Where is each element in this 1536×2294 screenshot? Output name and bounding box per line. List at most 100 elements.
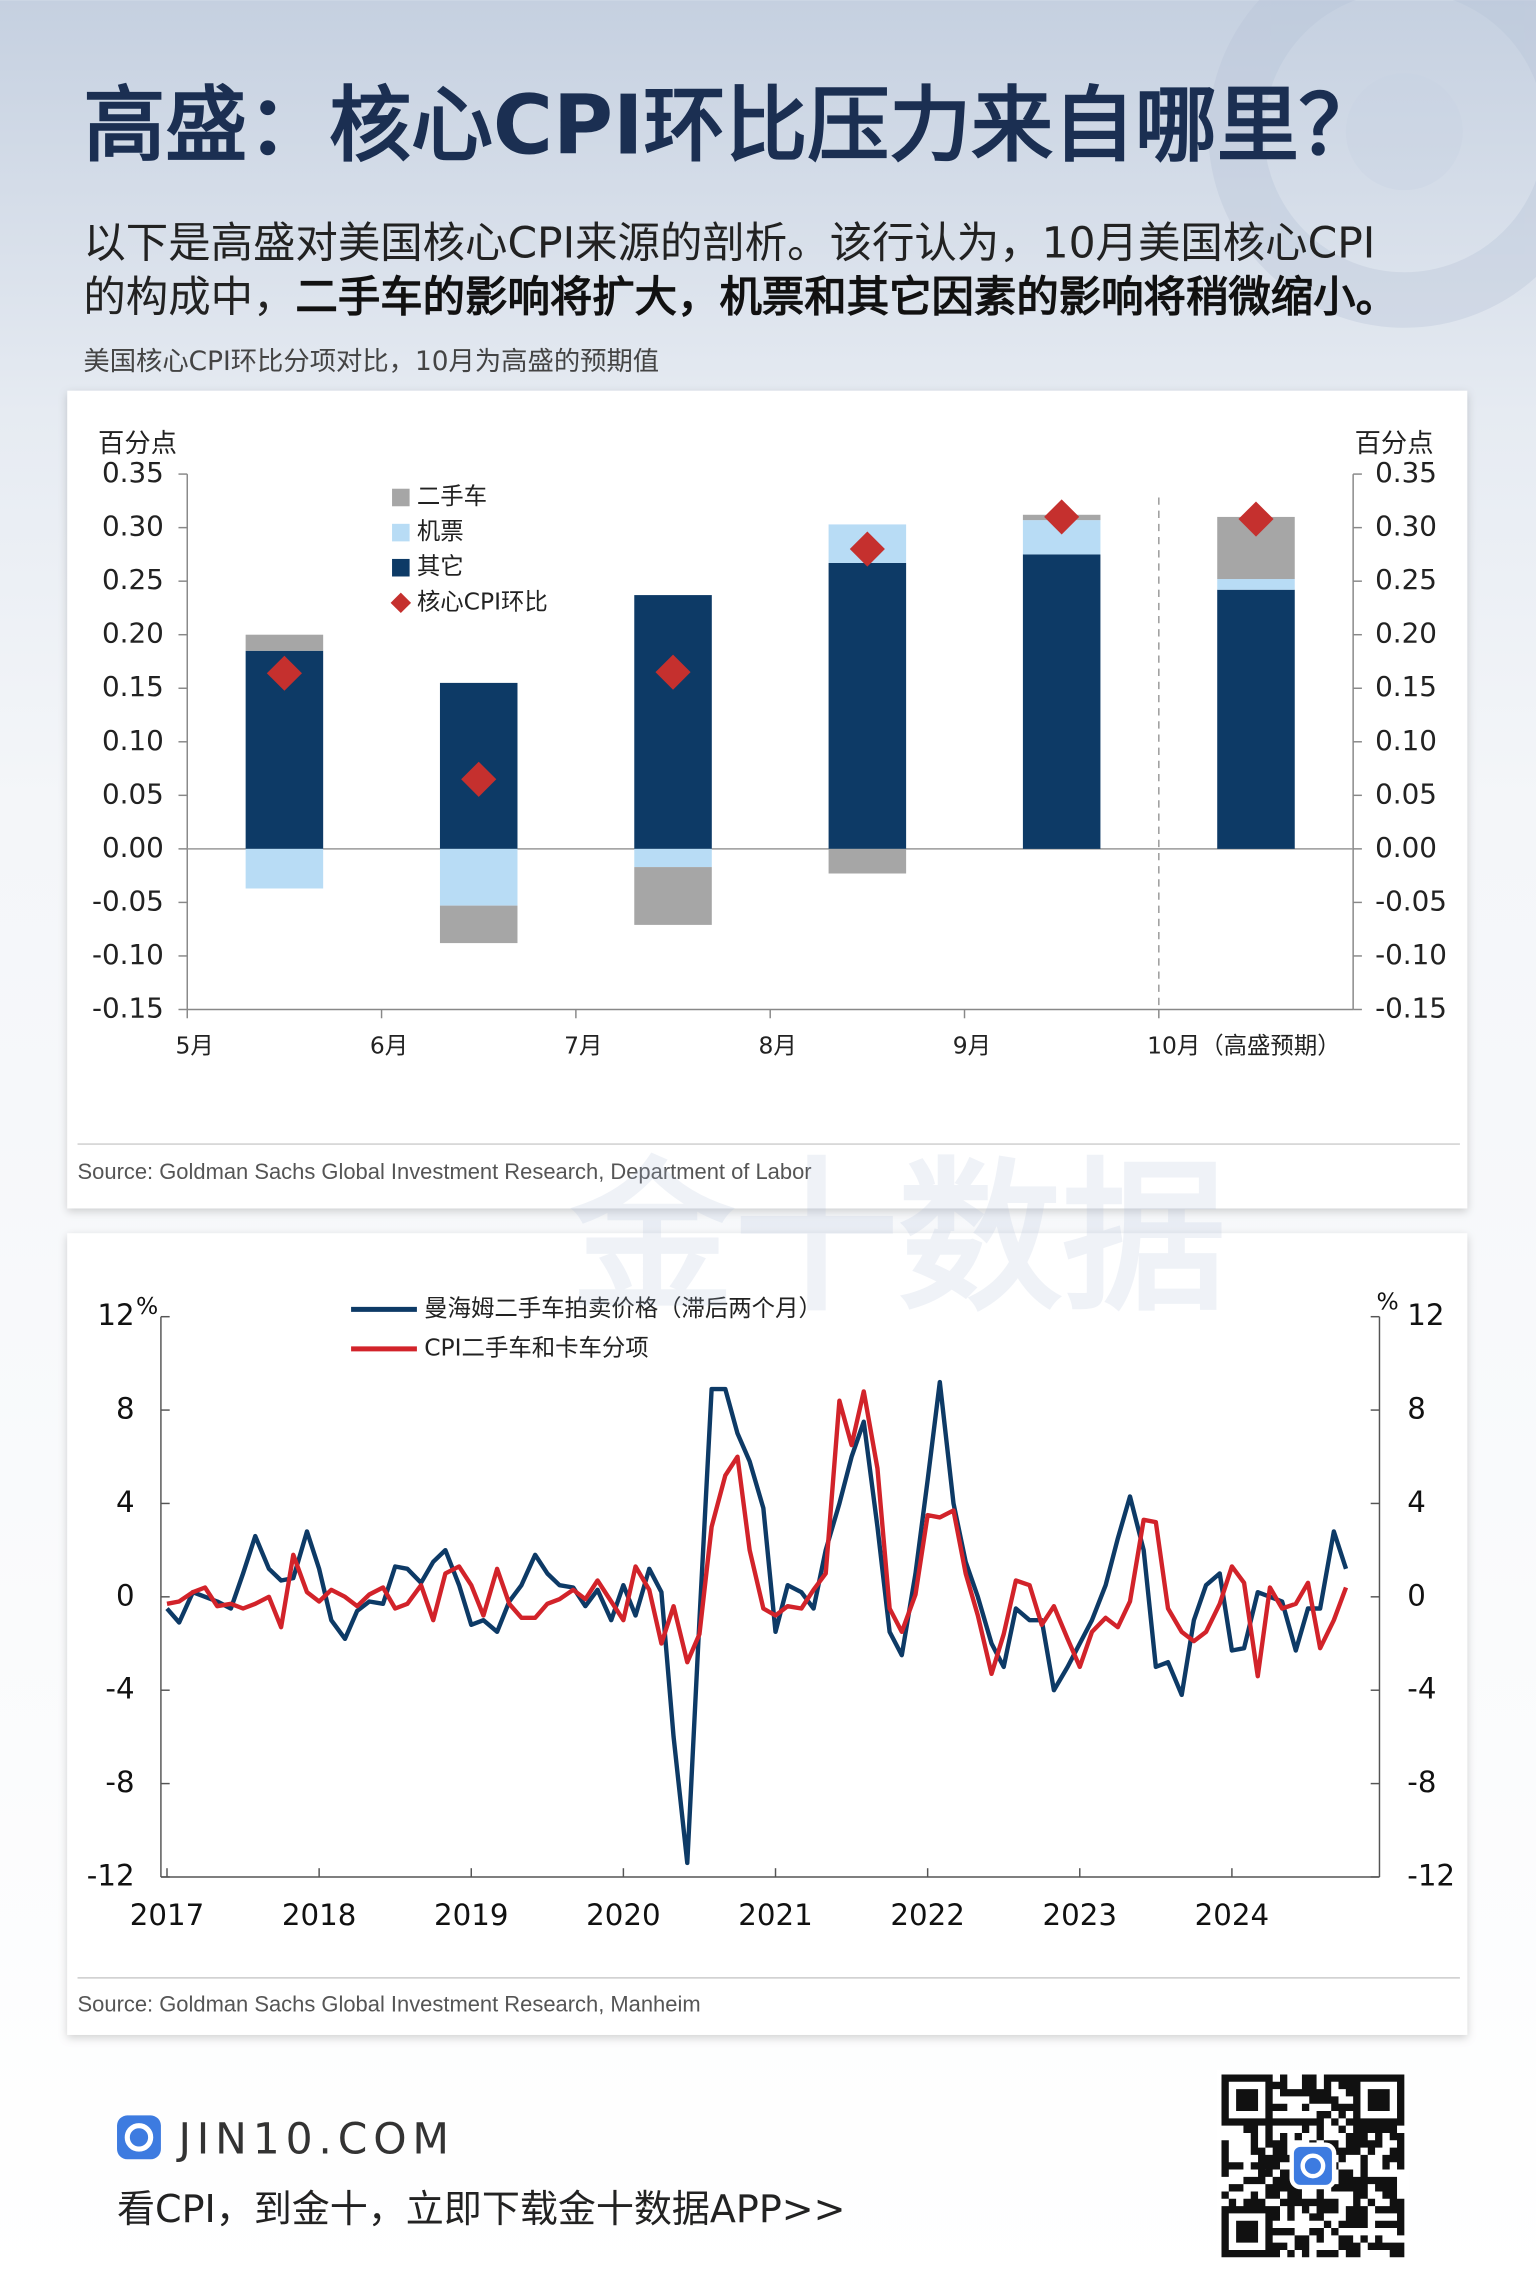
y2-tick-label: -12 <box>1407 1858 1455 1892</box>
y-tick-label: 0.20 <box>102 617 164 650</box>
y-tick-label: 0.15 <box>102 670 164 703</box>
bar-segment <box>245 634 324 651</box>
y-tick-label: 0.25 <box>102 563 164 596</box>
source-note: Source: Goldman Sachs Global Investment … <box>78 1159 812 1184</box>
y2-tick-label: 0.10 <box>1375 724 1437 757</box>
x-tick-label: 6月 <box>370 1031 408 1059</box>
y-tick-label: 0 <box>116 1578 135 1612</box>
x-tick-label: 10月（高盛预期） <box>1147 1031 1341 1059</box>
legend-label: 二手车 <box>417 482 487 510</box>
legend-label: CPI二手车和卡车分项 <box>424 1333 648 1361</box>
legend-label: 曼海姆二手车拍卖价格（滞后两个月） <box>424 1294 822 1322</box>
diamond-marker <box>461 761 497 797</box>
y2-tick-label: 0.05 <box>1375 777 1437 810</box>
y2-tick-label: 0.35 <box>1375 456 1437 489</box>
x-tick-label: 5月 <box>176 1031 214 1059</box>
y2-tick-label: 0.20 <box>1375 617 1437 650</box>
data-line <box>166 1389 1349 1679</box>
data-line <box>165 1379 1349 1866</box>
bar-segment <box>1217 579 1295 590</box>
x-tick-label: 2021 <box>738 1898 812 1932</box>
intro-bold: 二手车的影响将扩大，机票和其它因素的影响将稍微缩小。 <box>295 274 1398 323</box>
x-tick-label: 8月 <box>758 1031 796 1059</box>
y-tick-label: -0.10 <box>92 938 164 971</box>
bar-segment <box>634 848 712 868</box>
y2-tick-label: -0.05 <box>1375 884 1447 917</box>
chart-2: 12 8 4 0 -4 -8 -12 12 8 4 0 -4 -8 -12% % 2017 2018 2019 20… <box>78 1287 1460 2017</box>
footer-logo <box>117 2115 161 2160</box>
bar-segment <box>245 848 324 889</box>
y2-tick-label: -8 <box>1407 1765 1436 1799</box>
legend-marker <box>392 488 410 507</box>
bg-logo <box>1208 0 1536 328</box>
bar-segment <box>439 905 518 944</box>
y-tick-label: -8 <box>105 1765 134 1799</box>
y-tick-label: 8 <box>116 1392 135 1426</box>
y-unit: % <box>136 1292 158 1320</box>
x-tick-label: 2019 <box>434 1898 508 1932</box>
y2-tick-label: -0.15 <box>1375 991 1447 1024</box>
chart-1: 百分点 百分点0.350.300.250.200.150.100.050.00-0… <box>78 429 1460 1184</box>
y2-tick-label: 0.30 <box>1375 510 1437 543</box>
bar-segment <box>634 867 712 925</box>
y-tick-label: -0.05 <box>92 884 164 917</box>
y-tick-label: -4 <box>105 1672 134 1706</box>
bar-segment <box>1022 554 1101 849</box>
x-tick-label: 2017 <box>130 1898 204 1932</box>
y-tick-label: 0.35 <box>102 456 164 489</box>
qr-code <box>1217 2070 1409 2262</box>
legend-marker <box>392 558 410 577</box>
y2-tick-label: 0.25 <box>1375 563 1437 596</box>
legend-label: 其它 <box>417 552 464 580</box>
y2-unit: % <box>1377 1287 1399 1315</box>
diamond-marker <box>655 654 691 690</box>
y-tick-label: 4 <box>116 1485 135 1519</box>
intro-line: 以下是高盛对美国核心CPI来源的剖析。该行认为，10月美国核心CPI <box>83 220 1375 269</box>
y2-tick-label: 0.00 <box>1375 831 1437 864</box>
y2-tick-label: 0.15 <box>1375 670 1437 703</box>
y-tick-label: -12 <box>87 1858 135 1892</box>
y-tick-label: 0.30 <box>102 510 164 543</box>
watermark: 金十数据 <box>570 1143 1226 1334</box>
qr-modules <box>1221 2074 1405 2258</box>
intro-text: 的构成中， <box>83 274 295 323</box>
bar-segment <box>828 848 907 874</box>
brand: JIN10.COM <box>175 2115 454 2164</box>
y2-tick-label: 12 <box>1407 1298 1444 1332</box>
legend-marker <box>390 592 412 614</box>
y-tick-label: 0.05 <box>102 777 164 810</box>
qr-logo <box>1289 2142 1337 2190</box>
slogan: 看CPI，到金十，立即下载金十数据APP>> <box>117 2187 845 2231</box>
bar-segment <box>1217 589 1295 849</box>
y-tick-label: 0.10 <box>102 724 164 757</box>
x-tick-label: 7月 <box>564 1031 602 1059</box>
bar-segment <box>439 848 518 906</box>
y2-tick-label: 8 <box>1407 1392 1426 1426</box>
legend-label: 机票 <box>417 517 464 545</box>
source-note: Source: Goldman Sachs Global Investment … <box>78 1992 701 2017</box>
qr-logo-ring <box>1300 2153 1326 2179</box>
panel <box>67 1233 1468 2035</box>
x-tick-label: 2020 <box>586 1898 660 1932</box>
legend-label: 核心CPI环比 <box>417 587 548 615</box>
y2-tick-label: -4 <box>1407 1672 1436 1706</box>
bar-segment <box>828 562 907 849</box>
y-axis-label: 百分点 <box>98 429 177 459</box>
x-tick-label: 9月 <box>953 1031 991 1059</box>
y-tick-label: -0.15 <box>92 991 164 1024</box>
bar-segment <box>634 595 712 849</box>
y2-axis-label: 百分点 <box>1355 429 1434 459</box>
x-tick-label: 2024 <box>1195 1898 1269 1932</box>
y-tick-label: 12 <box>97 1298 134 1332</box>
diamond-marker <box>849 531 885 567</box>
x-tick-label: 2022 <box>890 1898 964 1932</box>
legend-marker <box>392 523 410 542</box>
y-tick-label: 0.00 <box>102 831 164 864</box>
page-title: 高盛：核心CPI环比压力来自哪里？ <box>83 79 1380 174</box>
y2-tick-label: -0.10 <box>1375 938 1447 971</box>
x-tick-label: 2018 <box>282 1898 356 1932</box>
y2-tick-label: 4 <box>1407 1485 1426 1519</box>
x-tick-label: 2023 <box>1043 1898 1117 1932</box>
